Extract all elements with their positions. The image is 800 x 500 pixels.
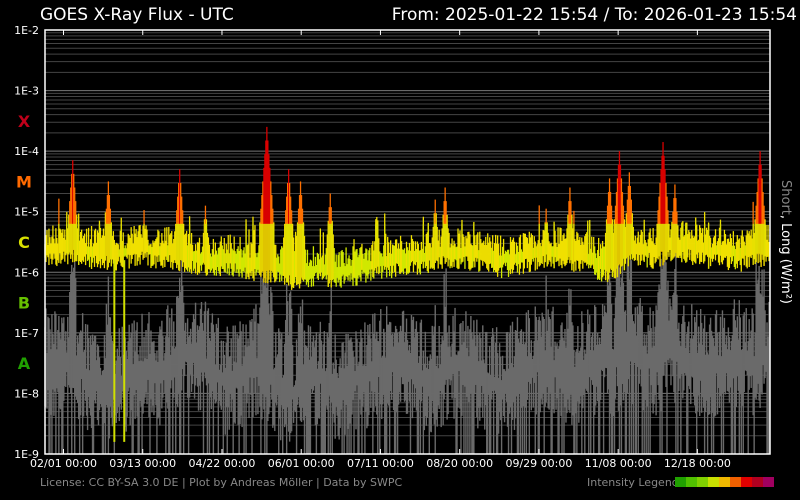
intensity-legend-label: Intensity Legend xyxy=(587,476,679,489)
legend-swatch xyxy=(719,477,730,487)
x-tick-label: 03/13 00:00 xyxy=(109,457,176,470)
flare-class-label: X xyxy=(18,112,31,131)
x-tick-label: 11/08 00:00 xyxy=(585,457,652,470)
legend-swatch xyxy=(730,477,741,487)
flare-class-label: B xyxy=(18,294,30,313)
flare-class-label: C xyxy=(18,233,30,252)
x-tick-label: 04/22 00:00 xyxy=(189,457,256,470)
y-tick-label: 1E-9 xyxy=(14,448,39,461)
x-tick-label: 07/11 00:00 xyxy=(347,457,414,470)
y-tick-label: 1E-7 xyxy=(14,327,39,340)
legend-swatch xyxy=(752,477,763,487)
date-range: From: 2025-01-22 15:54 / To: 2026-01-23 … xyxy=(392,5,797,25)
chart-title: GOES X-Ray Flux - UTC xyxy=(40,5,234,25)
x-axis: 02/01 00:00 03/13 00:00 04/22 00:00 06/01 0… xyxy=(30,30,731,470)
legend-swatch xyxy=(675,477,686,487)
y-axis: 1E-2 1E-3 1E-4 1E-5 1E-6 1E-7 1E-8 1E-9 X M C B A xyxy=(14,24,39,461)
legend-swatch xyxy=(697,477,708,487)
y-tick-label: 1E-5 xyxy=(14,206,39,219)
flare-class-label: A xyxy=(18,354,31,373)
legend-swatch xyxy=(708,477,719,487)
y-tick-label: 1E-2 xyxy=(14,24,39,37)
legend-swatch xyxy=(763,477,774,487)
plot-frame xyxy=(44,29,771,455)
license-text: License: CC BY-SA 3.0 DE | Plot by Andre… xyxy=(40,476,402,489)
legend-swatch xyxy=(686,477,697,487)
short-series xyxy=(44,248,770,454)
y-axis-label: Short, Long (W/m²) xyxy=(778,180,793,304)
x-tick-label: 12/18 00:00 xyxy=(664,457,731,470)
y-tick-label: 1E-8 xyxy=(14,387,39,400)
long-series xyxy=(44,126,770,442)
flare-class-label: M xyxy=(16,172,32,191)
x-tick-label: 02/01 00:00 xyxy=(30,457,97,470)
y-tick-label: 1E-4 xyxy=(14,145,39,158)
legend-swatch xyxy=(741,477,752,487)
y-tick-label: 1E-3 xyxy=(14,85,39,98)
intensity-legend xyxy=(675,477,774,487)
x-tick-label: 06/01 00:00 xyxy=(268,457,335,470)
x-tick-label: 09/29 00:00 xyxy=(505,457,572,470)
y-tick-label: 1E-6 xyxy=(14,266,39,279)
x-tick-label: 08/20 00:00 xyxy=(426,457,493,470)
